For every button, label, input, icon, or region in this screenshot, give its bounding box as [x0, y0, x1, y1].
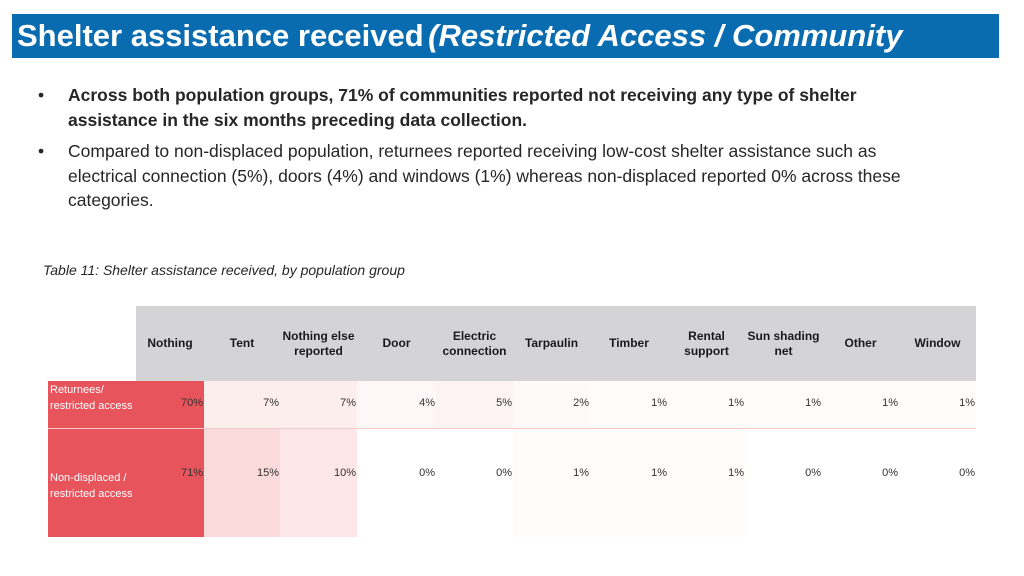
table-cell: 1% — [668, 428, 745, 537]
table-cell: 0% — [822, 428, 899, 537]
table-caption: Table 11: Shelter assistance received, b… — [43, 262, 405, 278]
bullet-list: • Across both population groups, 71% of … — [38, 83, 948, 220]
column-header: Nothing else reported — [280, 306, 357, 381]
title-bar: Shelter assistance received (Restricted … — [12, 14, 999, 58]
table-cell: 5% — [436, 381, 513, 429]
page-title-italic: (Restricted Access / Community — [428, 18, 903, 53]
bullet-text: Compared to non-displaced population, re… — [68, 141, 901, 210]
bullet-item: • Compared to non-displaced population, … — [38, 139, 948, 213]
table-cell: 0% — [745, 428, 822, 537]
bullet-icon: • — [38, 85, 45, 105]
page-title: Shelter assistance received — [17, 18, 424, 53]
column-header: Electric connection — [436, 306, 513, 381]
column-header: Tarpaulin — [513, 306, 590, 381]
table-row: Returnees/ restricted access 70% 7% 7% 4… — [48, 381, 976, 429]
table-body: Returnees/ restricted access 70% 7% 7% 4… — [48, 381, 976, 537]
table-cell: 7% — [280, 381, 357, 429]
table-cell: 70% — [136, 381, 204, 429]
bullet-item: • Across both population groups, 71% of … — [38, 83, 948, 132]
table-cell: 7% — [204, 381, 280, 429]
table-cell: 0% — [899, 428, 976, 537]
table-cell: 4% — [357, 381, 436, 429]
column-header: Other — [822, 306, 899, 381]
table-cell: 10% — [280, 428, 357, 537]
table-cell: 2% — [513, 381, 590, 429]
table-cell: 1% — [745, 381, 822, 429]
table-corner — [48, 306, 136, 381]
table-cell: 1% — [899, 381, 976, 429]
row-label: Returnees/ restricted access — [48, 381, 136, 429]
table-cell: 0% — [357, 428, 436, 537]
column-header: Window — [899, 306, 976, 381]
table-cell: 1% — [668, 381, 745, 429]
column-header: Nothing — [136, 306, 204, 381]
column-header: Rental support — [668, 306, 745, 381]
table-cell: 15% — [204, 428, 280, 537]
bullet-icon: • — [38, 141, 45, 161]
table-row: Non-displaced / restricted access 71% 15… — [48, 428, 976, 537]
table-cell: 1% — [590, 381, 668, 429]
table-cell: 71% — [136, 428, 204, 537]
table-cell: 1% — [822, 381, 899, 429]
table-header-row: Nothing Tent Nothing else reported Door … — [48, 306, 976, 381]
column-header: Sun shading net — [745, 306, 822, 381]
column-header: Door — [357, 306, 436, 381]
column-header: Timber — [590, 306, 668, 381]
table-cell: 0% — [436, 428, 513, 537]
column-header: Tent — [204, 306, 280, 381]
table-cell: 1% — [590, 428, 668, 537]
row-label: Non-displaced / restricted access — [48, 428, 136, 537]
table-cell: 1% — [513, 428, 590, 537]
shelter-table: Nothing Tent Nothing else reported Door … — [48, 306, 976, 537]
bullet-text: Across both population groups, 71% of co… — [68, 85, 857, 130]
